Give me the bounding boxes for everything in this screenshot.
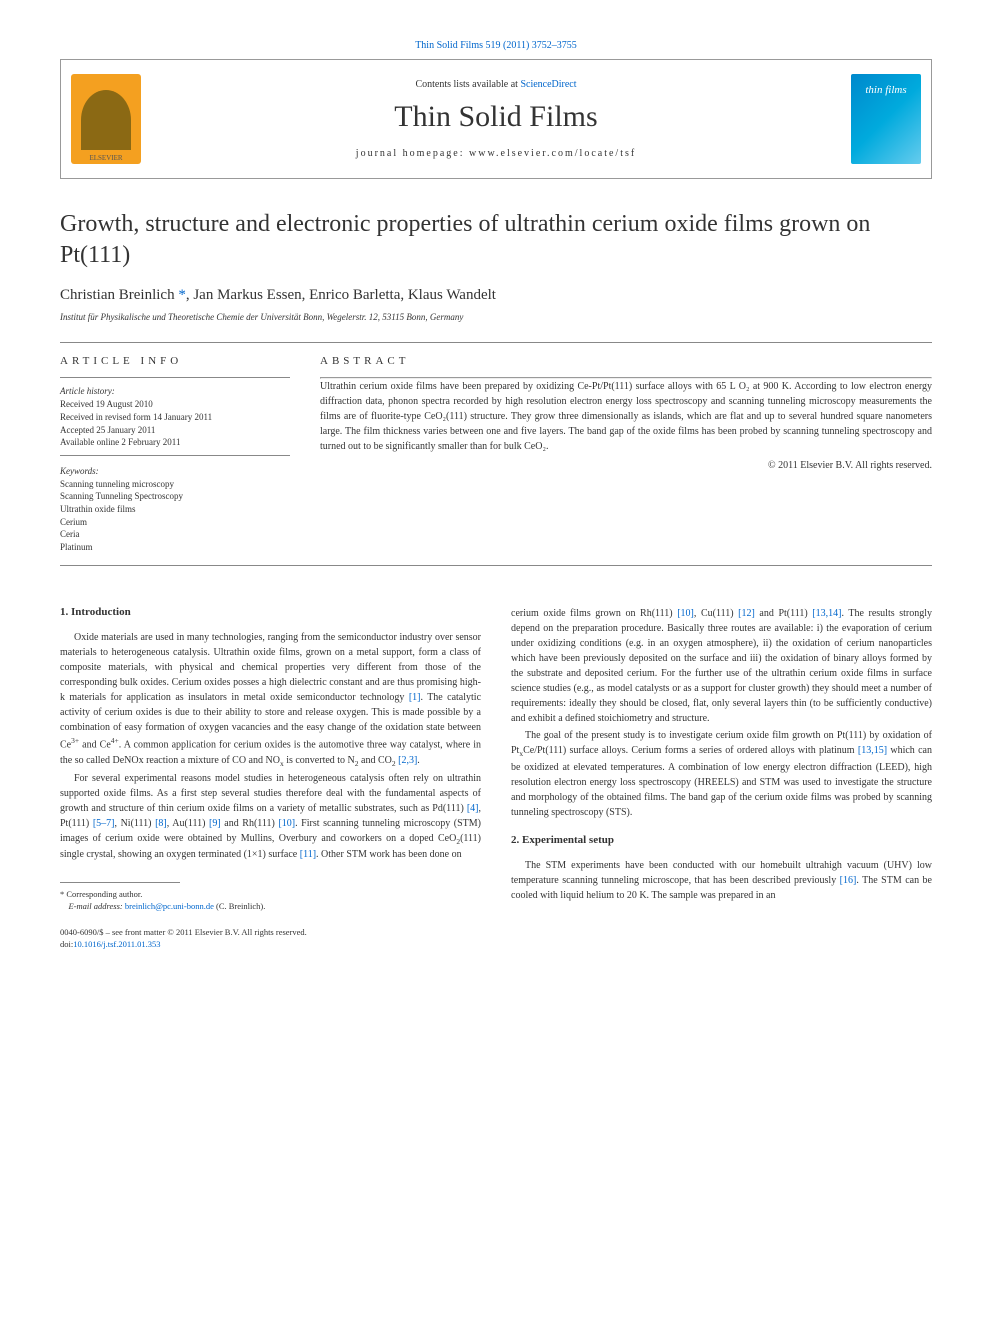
right-column: cerium oxide films grown on Rh(111) [10]… [511, 606, 932, 950]
author-list: Christian Breinlich *, Jan Markus Essen,… [60, 287, 932, 304]
divider [60, 377, 290, 378]
front-matter-line: 0040-6090/$ – see front matter © 2011 El… [60, 927, 481, 951]
abstract-text: Ultrathin cerium oxide films have been p… [320, 379, 932, 454]
keyword-item: Ultrathin oxide films [60, 503, 290, 516]
affiliation: Institut für Physikalische und Theoretis… [60, 312, 932, 322]
keyword-item: Ceria [60, 528, 290, 541]
corresponding-author-note: * Corresponding author. E-mail address: … [60, 889, 481, 913]
body-paragraph: The goal of the present study is to inve… [511, 728, 932, 819]
body-paragraph: The STM experiments have been conducted … [511, 858, 932, 903]
citation-link[interactable]: [1] [409, 692, 421, 703]
abstract-copyright: © 2011 Elsevier B.V. All rights reserved… [320, 460, 932, 471]
citation-link[interactable]: [13,14] [812, 608, 841, 619]
citation-link[interactable]: [10] [278, 818, 295, 829]
body-paragraph: cerium oxide films grown on Rh(111) [10]… [511, 606, 932, 726]
article-title: Growth, structure and electronic propert… [60, 209, 932, 271]
body-paragraph: Oxide materials are used in many technol… [60, 630, 481, 769]
keyword-item: Cerium [60, 516, 290, 529]
info-abstract-row: ARTICLE INFO Article history: Received 1… [60, 355, 932, 553]
citation-link[interactable]: [2,3] [398, 755, 417, 766]
email-author-name: (C. Breinlich). [214, 901, 265, 911]
journal-reference: Thin Solid Films 519 (2011) 3752–3755 [60, 40, 932, 51]
citation-link[interactable]: [9] [209, 818, 221, 829]
citation-link[interactable]: [16] [840, 875, 857, 886]
doi-prefix: doi: [60, 939, 73, 949]
footer-divider [60, 882, 180, 883]
sciencedirect-link[interactable]: ScienceDirect [520, 79, 576, 90]
corr-label: * Corresponding author. [60, 889, 142, 899]
article-info-column: ARTICLE INFO Article history: Received 1… [60, 355, 290, 553]
abstract-label: ABSTRACT [320, 355, 932, 367]
history-item: Accepted 25 January 2011 [60, 424, 290, 437]
body-columns: 1. Introduction Oxide materials are used… [60, 606, 932, 950]
section-heading-experimental: 2. Experimental setup [511, 834, 932, 846]
left-column: 1. Introduction Oxide materials are used… [60, 606, 481, 950]
article-info-label: ARTICLE INFO [60, 355, 290, 367]
journal-cover-icon: thin films [851, 74, 921, 164]
body-paragraph: For several experimental reasons model s… [60, 771, 481, 862]
citation-link[interactable]: [5–7] [93, 818, 115, 829]
history-label: Article history: [60, 386, 290, 396]
citation-link[interactable]: [10] [677, 608, 694, 619]
email-label: E-mail address: [69, 901, 125, 911]
history-item: Available online 2 February 2011 [60, 436, 290, 449]
history-item: Received in revised form 14 January 2011 [60, 411, 290, 424]
history-item: Received 19 August 2010 [60, 398, 290, 411]
journal-cover-container: thin films [841, 60, 931, 178]
publisher-label: ELSEVIER [89, 154, 122, 162]
section-heading-intro: 1. Introduction [60, 606, 481, 618]
divider [60, 455, 290, 456]
keyword-item: Scanning Tunneling Spectroscopy [60, 490, 290, 503]
journal-title: Thin Solid Films [394, 100, 597, 134]
citation-link[interactable]: [13,15] [858, 745, 887, 756]
header-center: Contents lists available at ScienceDirec… [151, 60, 841, 178]
publisher-logo-container: ELSEVIER [61, 60, 151, 178]
journal-header: ELSEVIER Contents lists available at Sci… [60, 59, 932, 179]
contents-prefix: Contents lists available at [415, 79, 520, 90]
abstract-column: ABSTRACT Ultrathin cerium oxide films ha… [320, 355, 932, 553]
email-link[interactable]: breinlich@pc.uni-bonn.de [125, 901, 214, 911]
contents-line: Contents lists available at ScienceDirec… [415, 79, 576, 90]
elsevier-logo: ELSEVIER [71, 74, 141, 164]
divider [60, 342, 932, 343]
citation-link[interactable]: [8] [155, 818, 167, 829]
citation-link[interactable]: [12] [738, 608, 755, 619]
keywords-label: Keywords: [60, 466, 290, 476]
front-matter-text: 0040-6090/$ – see front matter © 2011 El… [60, 927, 307, 937]
keyword-item: Scanning tunneling microscopy [60, 478, 290, 491]
citation-link[interactable]: [4] [467, 803, 479, 814]
citation-link[interactable]: [11] [300, 849, 316, 860]
divider [60, 565, 932, 566]
keyword-item: Platinum [60, 541, 290, 554]
doi-link[interactable]: 10.1016/j.tsf.2011.01.353 [73, 939, 160, 949]
homepage-line: journal homepage: www.elsevier.com/locat… [356, 148, 636, 159]
corresponding-author-link[interactable]: * [178, 287, 186, 303]
